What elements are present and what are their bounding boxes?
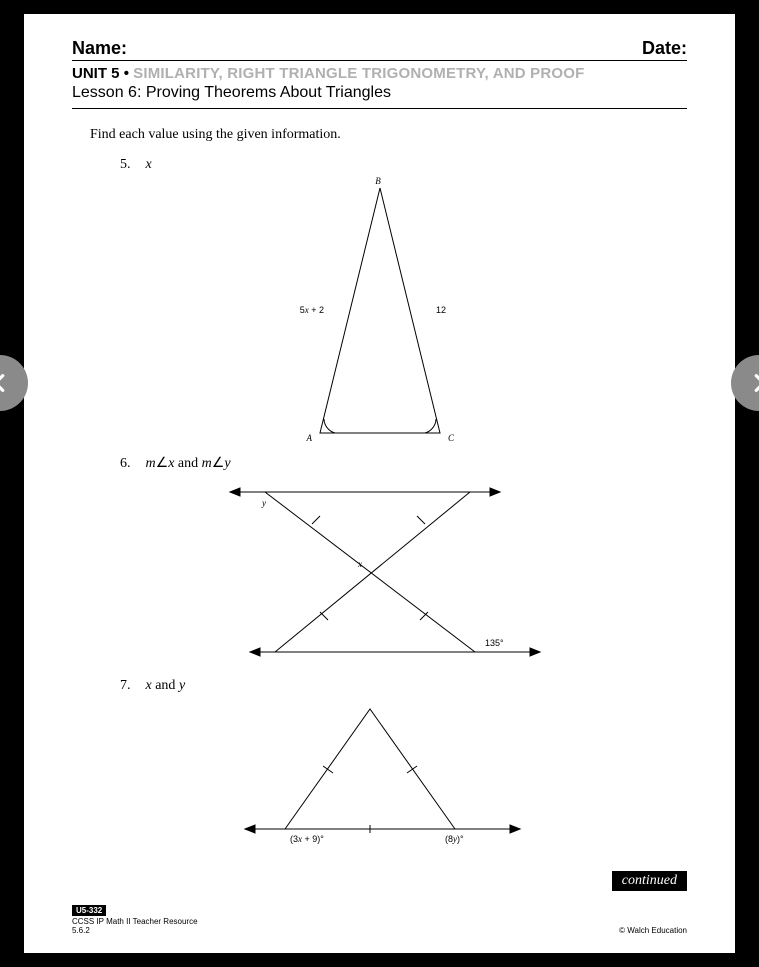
problem-5: 5. x <box>120 157 687 173</box>
problem-5-var: x <box>146 157 152 172</box>
instructions: Find each value using the given informat… <box>90 127 687 143</box>
left-angle-label: (3x + 9)° <box>290 834 324 844</box>
side-right-label: 12 <box>436 305 446 315</box>
unit-line: UNIT 5 • SIMILARITY, RIGHT TRIANGLE TRIG… <box>72 65 687 82</box>
vertex-A: A <box>305 433 312 443</box>
problem-6-number: 6. <box>120 456 142 472</box>
worksheet-page: Name: Date: UNIT 5 • SIMILARITY, RIGHT T… <box>24 14 735 953</box>
unit-prefix: UNIT 5 <box>72 65 120 82</box>
unit-title: SIMILARITY, RIGHT TRIANGLE TRIGONOMETRY,… <box>133 65 584 82</box>
problem-6-y: y <box>224 456 230 471</box>
footer: U5-332 CCSS IP Math II Teacher Resource … <box>72 905 687 935</box>
angle-x-label: x <box>357 559 362 569</box>
problem-6-m2: m <box>202 456 212 471</box>
angle-symbol-2: ∠ <box>212 456 225 471</box>
header-row: Name: Date: <box>72 38 687 61</box>
problem-7-figure: (3x + 9)° (8y)° <box>72 694 687 849</box>
problem-5-figure: B A C 5x + 2 12 <box>72 173 687 453</box>
footer-line2: 5.6.2 <box>72 926 687 935</box>
problem-7-number: 7. <box>120 678 142 694</box>
chevron-right-icon <box>748 372 759 394</box>
triangle-7-svg: (3x + 9)° (8y)° <box>220 694 540 849</box>
problem-7: 7. x and y <box>120 678 687 694</box>
vertex-B: B <box>375 176 381 186</box>
problem-6: 6. m∠x and m∠y <box>120 455 687 472</box>
angle-135-label: 135° <box>485 638 504 648</box>
page-content: Name: Date: UNIT 5 • SIMILARITY, RIGHT T… <box>24 14 735 849</box>
angle-symbol-1: ∠ <box>156 456 169 471</box>
chevron-left-icon <box>0 372 11 394</box>
triangle-5-svg: B A C 5x + 2 12 <box>250 173 510 453</box>
lesson-line: Lesson 6: Proving Theorems About Triangl… <box>72 84 687 109</box>
problem-7-and: and <box>152 678 179 693</box>
angle-y-label: y <box>261 498 266 508</box>
continued-badge: continued <box>612 871 687 891</box>
unit-bullet: • <box>124 65 129 82</box>
footer-badge: U5-332 <box>72 905 106 916</box>
vertex-C: C <box>448 433 455 443</box>
footer-copyright: © Walch Education <box>619 926 687 935</box>
footer-line1: CCSS IP Math II Teacher Resource <box>72 917 687 926</box>
problem-6-m1: m <box>146 456 156 471</box>
problem-7-y: y <box>179 678 185 693</box>
problem-6-and: and <box>174 456 201 471</box>
next-page-button[interactable] <box>731 355 759 411</box>
date-label: Date: <box>642 38 687 59</box>
problem-5-number: 5. <box>120 157 142 173</box>
right-angle-label: (8y)° <box>445 834 464 844</box>
problem-6-figure: y x 135° <box>72 472 687 672</box>
name-label: Name: <box>72 38 127 59</box>
side-left-label: 5x + 2 <box>299 305 323 315</box>
bowtie-6-svg: y x 135° <box>200 472 560 672</box>
